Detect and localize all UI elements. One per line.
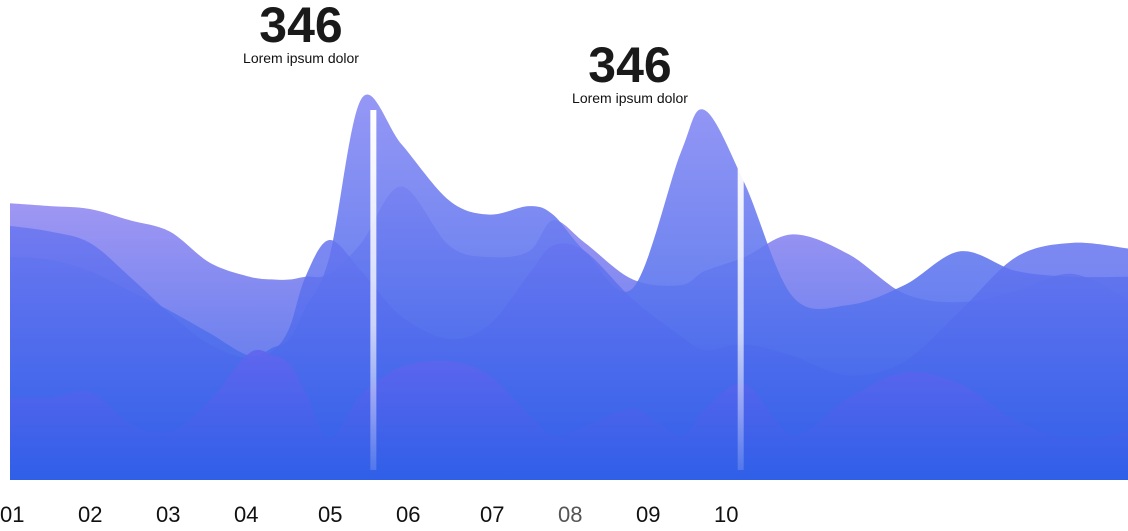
marker-line-1 [370,110,377,470]
x-tick-01: 01 [0,502,25,527]
x-tick-02: 02 [78,502,103,527]
x-tick-10: 10 [714,502,739,527]
x-tick-07: 07 [480,502,505,527]
marker-callout-2: 346 Lorem ipsum dolor [550,40,710,106]
marker-callout-1: 346 Lorem ipsum dolor [221,0,381,66]
marker-value-1: 346 [259,0,343,53]
x-tick-09: 09 [636,502,661,527]
x-tick-06: 06 [396,502,421,527]
marker-label-2: Lorem ipsum dolor [572,90,688,106]
x-tick-04: 04 [234,502,259,527]
area-chart [10,94,1128,481]
x-tick-08: 08 [558,502,583,527]
x-tick-03: 03 [156,502,181,527]
marker-label-1: Lorem ipsum dolor [243,50,359,66]
x-tick-05: 05 [318,502,343,527]
marker-value-2: 346 [588,37,672,93]
area-series-4 [10,349,1128,480]
marker-line-2 [737,122,744,470]
